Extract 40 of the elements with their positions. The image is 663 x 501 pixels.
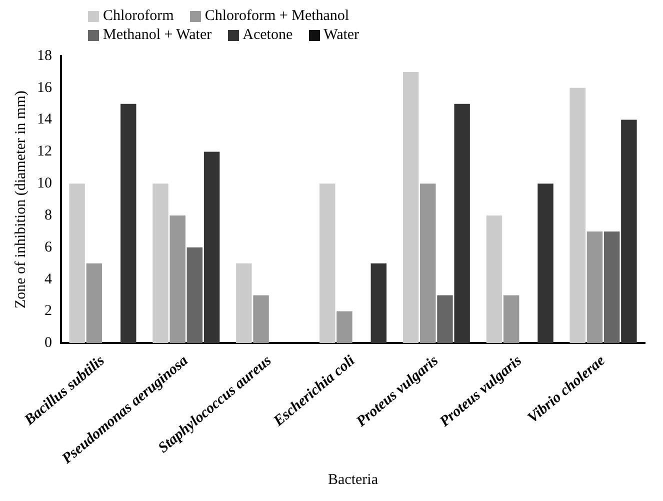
legend-label: Chloroform [103, 8, 174, 25]
bar [604, 231, 620, 344]
bar [86, 263, 102, 344]
bar [120, 104, 136, 344]
bar [538, 184, 554, 344]
legend-label: Chloroform + Methanol [204, 8, 350, 25]
bar [170, 216, 186, 344]
legend-label: Acetone [242, 27, 293, 44]
y-tick-label: 2 [44, 303, 52, 320]
legend-label: Water [324, 27, 360, 44]
bar [236, 263, 252, 344]
bar [570, 88, 586, 344]
y-tick-label: 18 [37, 48, 52, 64]
bar [586, 231, 603, 344]
y-axis-title: Zone of inhibition (diameter in mm) [12, 90, 29, 309]
bar [402, 72, 419, 344]
bar [186, 247, 203, 344]
bar [621, 120, 637, 344]
bar [319, 184, 336, 344]
x-axis-title: Bacteria [328, 472, 378, 488]
y-tick-label: 12 [37, 144, 52, 160]
y-tick-label: 16 [37, 80, 52, 96]
bar [370, 263, 387, 344]
bar [152, 184, 168, 344]
bar [336, 311, 352, 344]
legend-label: Methanol + Water [103, 27, 212, 44]
y-tick-label: 0 [44, 335, 52, 352]
y-tick-label: 14 [37, 112, 52, 128]
bar [437, 295, 453, 344]
y-tick-label: 10 [37, 176, 52, 192]
bar [204, 152, 220, 344]
bar [486, 216, 502, 344]
bar [69, 184, 85, 344]
y-tick-label: 4 [44, 271, 52, 288]
bar [503, 295, 520, 344]
bar [454, 104, 470, 344]
y-tick-label: 6 [44, 239, 52, 256]
bar [253, 295, 269, 344]
y-tick-label: 8 [44, 207, 52, 224]
bar [420, 184, 436, 344]
